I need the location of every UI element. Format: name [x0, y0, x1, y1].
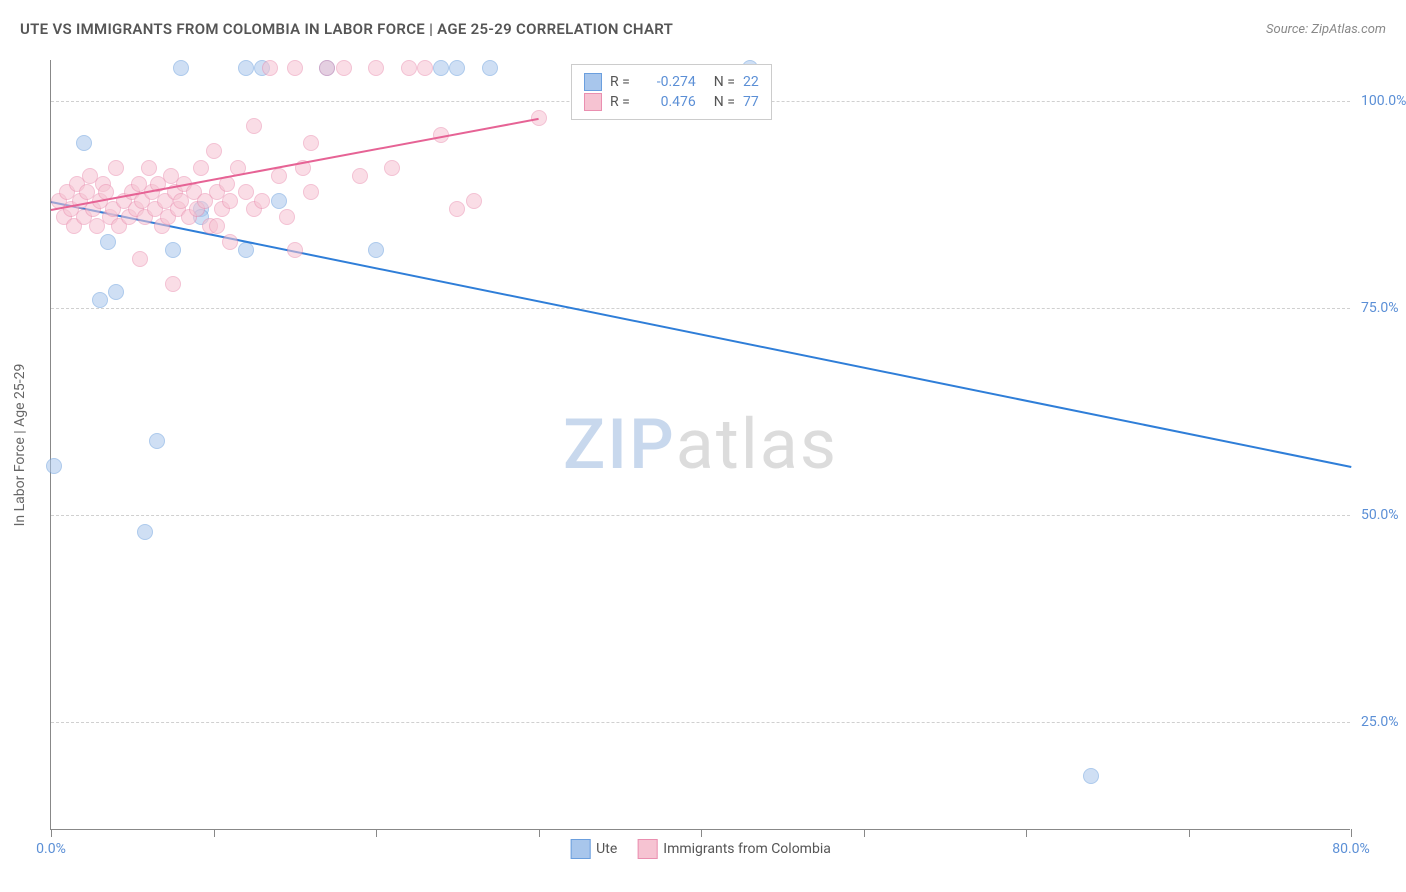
data-point	[137, 524, 153, 540]
bottom-legend: Ute Immigrants from Colombia	[570, 839, 831, 859]
gridline	[51, 722, 1350, 723]
watermark: ZIPatlas	[563, 404, 838, 486]
data-point	[108, 284, 124, 300]
data-point	[319, 60, 335, 76]
y-tick-label: 25.0%	[1361, 714, 1399, 730]
data-point	[262, 60, 278, 76]
data-point	[287, 60, 303, 76]
data-point	[352, 168, 368, 184]
data-point	[336, 60, 352, 76]
y-tick-label: 75.0%	[1361, 300, 1399, 316]
x-tick-label: 0.0%	[36, 841, 66, 857]
y-tick-label: 50.0%	[1361, 507, 1399, 523]
legend-swatch	[584, 73, 602, 91]
x-tick	[214, 829, 215, 837]
x-tick-label: 80.0%	[1332, 841, 1370, 857]
legend-swatch	[570, 839, 590, 859]
data-point	[165, 242, 181, 258]
legend-row: R =0.476N =77	[584, 93, 759, 111]
x-tick	[701, 829, 702, 837]
x-tick	[1351, 829, 1352, 837]
data-point	[238, 242, 254, 258]
data-point	[46, 458, 62, 474]
x-tick	[376, 829, 377, 837]
source-text: Source: ZipAtlas.com	[1266, 22, 1386, 37]
data-point	[209, 218, 225, 234]
y-tick-label: 100.0%	[1361, 93, 1406, 109]
legend-row: R =-0.274N =22	[584, 73, 759, 91]
data-point	[193, 160, 209, 176]
x-tick	[51, 829, 52, 837]
x-tick	[539, 829, 540, 837]
data-point	[482, 60, 498, 76]
chart-area: In Labor Force | Age 25-29 ZIPatlas 25.0…	[50, 60, 1390, 830]
data-point	[100, 234, 116, 250]
data-point	[303, 184, 319, 200]
y-axis-label: In Labor Force | Age 25-29	[12, 364, 28, 527]
data-point	[246, 118, 262, 134]
data-point	[222, 234, 238, 250]
data-point	[271, 193, 287, 209]
legend-swatch	[637, 839, 657, 859]
chart-title: UTE VS IMMIGRANTS FROM COLOMBIA IN LABOR…	[20, 20, 673, 38]
data-point	[76, 135, 92, 151]
gridline	[51, 515, 1350, 516]
data-point	[92, 292, 108, 308]
data-point	[165, 276, 181, 292]
legend-swatch	[584, 93, 602, 111]
data-point	[287, 242, 303, 258]
data-point	[149, 433, 165, 449]
trend-line	[51, 201, 1351, 468]
data-point	[449, 60, 465, 76]
data-point	[368, 60, 384, 76]
data-point	[303, 135, 319, 151]
data-point	[222, 193, 238, 209]
legend-item: Immigrants from Colombia	[637, 839, 831, 859]
data-point	[254, 193, 270, 209]
data-point	[417, 60, 433, 76]
data-point	[132, 251, 148, 267]
x-tick	[1189, 829, 1190, 837]
data-point	[384, 160, 400, 176]
data-point	[238, 60, 254, 76]
data-point	[449, 201, 465, 217]
legend-item: Ute	[570, 839, 617, 859]
plot-area: ZIPatlas 25.0%50.0%75.0%100.0%0.0%80.0%R…	[50, 60, 1350, 830]
gridline	[51, 308, 1350, 309]
data-point	[368, 242, 384, 258]
data-point	[271, 168, 287, 184]
x-tick	[864, 829, 865, 837]
data-point	[401, 60, 417, 76]
data-point	[238, 184, 254, 200]
correlation-legend: R =-0.274N =22 R =0.476N =77	[571, 64, 772, 120]
data-point	[206, 143, 222, 159]
data-point	[173, 60, 189, 76]
data-point	[279, 209, 295, 225]
data-point	[1083, 768, 1099, 784]
x-tick	[1026, 829, 1027, 837]
data-point	[108, 160, 124, 176]
data-point	[141, 160, 157, 176]
data-point	[466, 193, 482, 209]
data-point	[433, 60, 449, 76]
